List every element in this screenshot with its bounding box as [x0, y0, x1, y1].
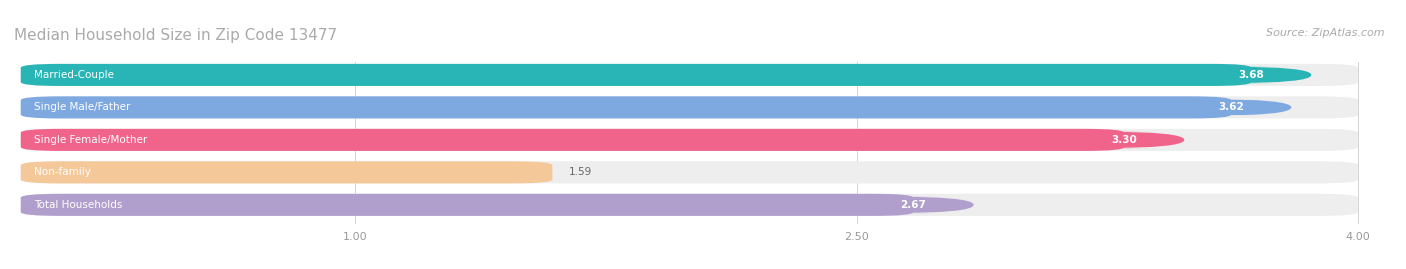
FancyBboxPatch shape — [21, 64, 1251, 86]
Text: Married-Couple: Married-Couple — [34, 70, 114, 80]
Text: Total Households: Total Households — [34, 200, 122, 210]
FancyBboxPatch shape — [21, 96, 1232, 118]
FancyBboxPatch shape — [21, 194, 1358, 216]
FancyBboxPatch shape — [1171, 99, 1291, 116]
Text: 3.30: 3.30 — [1111, 135, 1137, 145]
Text: 3.68: 3.68 — [1239, 70, 1264, 80]
Text: 1.59: 1.59 — [569, 167, 592, 177]
FancyBboxPatch shape — [21, 161, 553, 183]
FancyBboxPatch shape — [21, 161, 1358, 183]
FancyBboxPatch shape — [21, 194, 914, 216]
FancyBboxPatch shape — [21, 129, 1125, 151]
Text: Single Female/Mother: Single Female/Mother — [34, 135, 148, 145]
FancyBboxPatch shape — [853, 197, 974, 213]
FancyBboxPatch shape — [1064, 132, 1184, 148]
FancyBboxPatch shape — [21, 129, 1358, 151]
Text: 3.62: 3.62 — [1218, 102, 1244, 112]
Text: Source: ZipAtlas.com: Source: ZipAtlas.com — [1267, 28, 1385, 38]
Text: Median Household Size in Zip Code 13477: Median Household Size in Zip Code 13477 — [14, 28, 337, 43]
FancyBboxPatch shape — [21, 96, 1358, 118]
FancyBboxPatch shape — [1191, 67, 1312, 83]
Text: Single Male/Father: Single Male/Father — [34, 102, 131, 112]
FancyBboxPatch shape — [21, 64, 1358, 86]
Text: Non-family: Non-family — [34, 167, 91, 177]
Text: 2.67: 2.67 — [900, 200, 927, 210]
